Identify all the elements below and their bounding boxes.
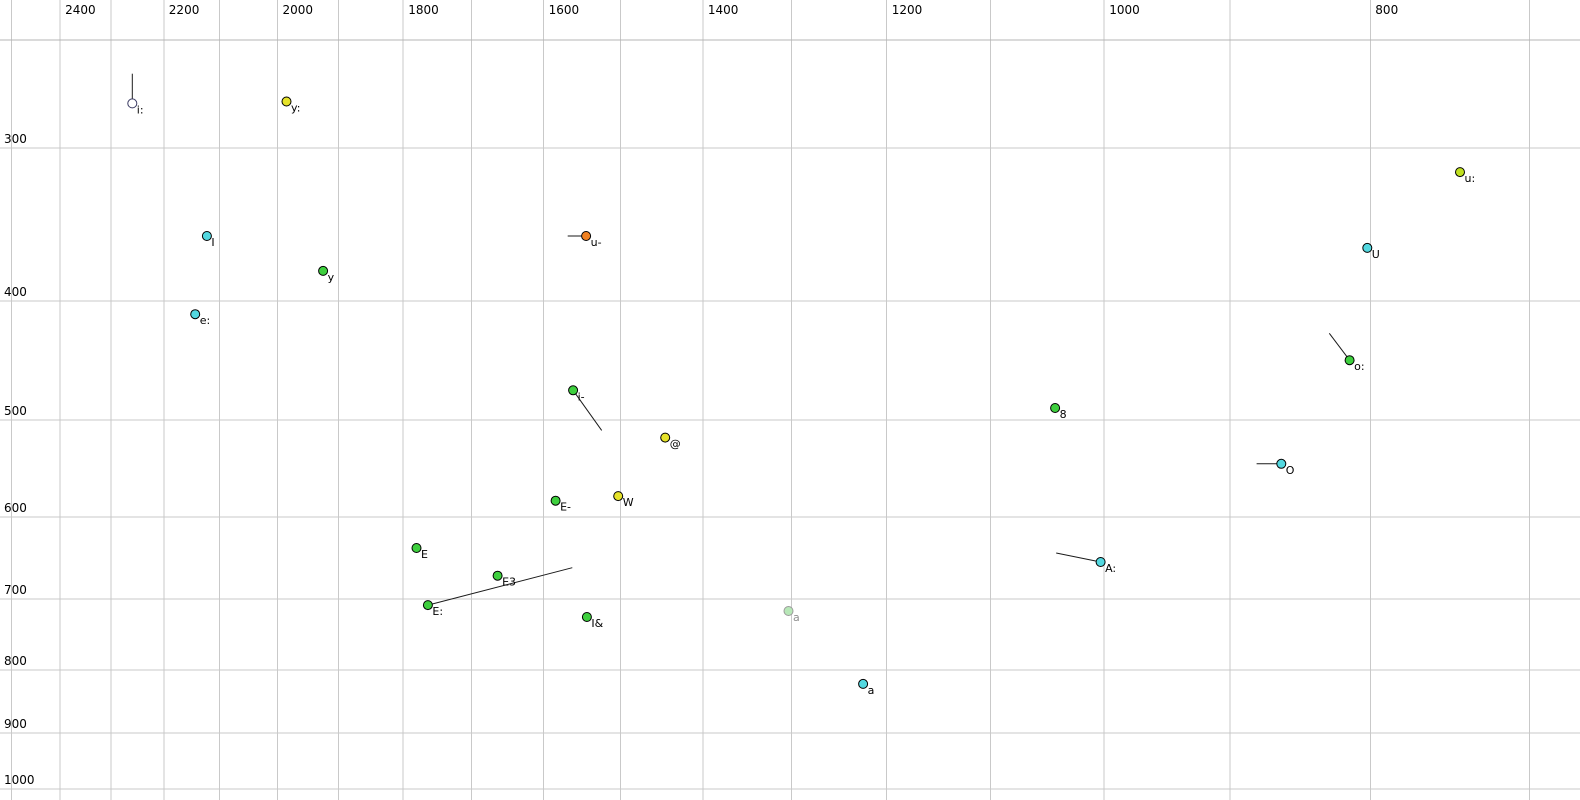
- data-point: [411, 543, 422, 553]
- point-label: U: [1372, 248, 1380, 261]
- y-tick-label: 800: [4, 654, 27, 668]
- data-point: [127, 98, 138, 109]
- data-point: [1455, 167, 1465, 178]
- data-point: [613, 491, 624, 502]
- point-label: A:: [1105, 562, 1116, 575]
- y-tick-label: 700: [4, 583, 27, 597]
- point-label: @: [670, 438, 681, 451]
- y-tick-label: 900: [4, 717, 27, 731]
- x-tick-label: 1200: [892, 3, 923, 17]
- point-label: u:: [1465, 172, 1476, 185]
- x-tick-label: 1600: [549, 3, 580, 17]
- data-point: [281, 96, 292, 107]
- point-label: W: [623, 496, 634, 509]
- y-tick-label: 400: [4, 285, 27, 299]
- point-label: i:: [137, 103, 144, 116]
- point-label: E: [421, 548, 428, 561]
- data-point: [783, 606, 794, 616]
- deviation-line: [1328, 332, 1350, 361]
- data-point: [201, 231, 212, 241]
- y-tick-label: 500: [4, 404, 27, 418]
- point-label: u-: [591, 236, 602, 249]
- x-tick-label: 2000: [283, 3, 314, 17]
- point-label: E-: [560, 501, 571, 514]
- y-tick-label: 1000: [4, 773, 35, 787]
- data-point: [1276, 458, 1287, 469]
- point-label: o:: [1354, 360, 1364, 373]
- data-point: [581, 612, 592, 622]
- point-label: a: [868, 684, 875, 697]
- point-label: I&: [591, 617, 603, 630]
- x-tick-label: 1000: [1109, 3, 1140, 17]
- data-point: [492, 570, 503, 581]
- data-point: [190, 309, 201, 320]
- deviation-line: [1056, 552, 1101, 563]
- data-point: [1344, 355, 1355, 366]
- point-label: E3: [502, 576, 516, 589]
- deviation-line: [572, 390, 603, 431]
- data-point: [1362, 242, 1373, 253]
- point-label: I: [211, 236, 214, 249]
- data-point: [858, 678, 869, 689]
- point-label: 8: [1060, 408, 1067, 421]
- data-point: [568, 385, 579, 396]
- data-point: [422, 600, 433, 611]
- point-label: i-: [578, 390, 585, 403]
- point-label: E:: [432, 605, 443, 618]
- data-point: [550, 495, 561, 506]
- data-point: [660, 432, 671, 443]
- tick-labels: 2400 2200 2000 1800 1600 1400 1200 1000 800 300 40…: [4, 3, 1398, 787]
- x-tick-label: 1400: [708, 3, 739, 17]
- x-tick-label: 2200: [169, 3, 200, 17]
- y-tick-label: 600: [4, 501, 27, 515]
- y-tick-label: 300: [4, 132, 27, 146]
- point-label: a: [793, 611, 800, 624]
- point-label: y:: [291, 102, 300, 115]
- data-points: i: y: u: I u- Uy e: o: 8 i- @ O E- W E A: E3 E: I& a a: [127, 96, 1476, 697]
- x-tick-label: 2400: [65, 3, 96, 17]
- point-label: y: [328, 271, 335, 284]
- point-label: O: [1286, 464, 1295, 477]
- data-point: [1050, 403, 1061, 413]
- data-point: [1095, 557, 1106, 567]
- deviation-segments: [131, 73, 1350, 606]
- x-tick-label: 800: [1375, 3, 1398, 17]
- x-tick-label: 1800: [408, 3, 439, 17]
- deviation-line: [427, 567, 573, 606]
- point-label: e:: [200, 314, 210, 327]
- data-point: [318, 265, 329, 276]
- data-point: [581, 231, 592, 241]
